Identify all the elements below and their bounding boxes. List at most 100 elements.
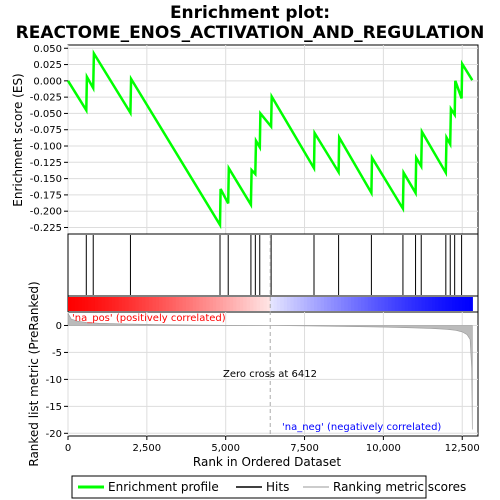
color-band-segment [132,297,136,311]
color-band-segment [287,297,291,311]
color-band-segment [121,297,126,311]
legend: Enrichment profile Hits Ranking metric s… [71,475,466,499]
color-band-segment [115,297,120,311]
color-band-segment [182,297,187,311]
color-band-segment [374,297,379,311]
color-band-segment [84,297,89,311]
color-band-segment [94,297,99,311]
color-band-segment [118,297,123,311]
color-band-segment [226,297,231,311]
es-tick-label: -0.075 [30,125,62,136]
x-tick-label: 7,500 [290,443,319,454]
es-tick-label: 0.000 [33,76,62,87]
es-tick-label: -0.175 [30,190,62,201]
color-band-segment [404,297,409,311]
color-band-segment [189,297,194,311]
color-band-segment [411,297,416,311]
color-band-segment [158,297,163,311]
color-band-segment [196,297,201,311]
es-y-axis-label: Enrichment score (ES) [11,73,25,206]
color-band-segment [394,297,399,311]
color-band-segment [165,297,170,311]
color-band-segment [202,297,207,311]
color-band-segment [297,297,302,311]
es-tick-label: -0.225 [30,223,62,234]
color-band-segments [68,297,473,311]
color-band-segment [364,297,369,311]
color-band-segment [246,297,251,311]
color-band-segment [431,297,436,311]
color-band-segment [280,297,285,311]
color-band-segment [243,297,248,311]
color-band-segment [148,297,153,311]
color-band-segment [111,297,116,311]
color-band-segment [169,297,174,311]
color-band-segment [108,297,113,311]
es-tick-label: -0.100 [30,142,62,153]
color-band-segment [327,297,332,311]
color-band-segment [340,297,345,311]
es-tick-label: -0.025 [30,93,62,104]
color-band-segment [458,297,463,311]
neg-correlated-label: 'na_neg' (negatively correlated) [282,422,441,433]
hit-marks [85,235,463,295]
color-band-segment [98,297,103,311]
color-band-segment [249,297,254,311]
color-band-segment [155,297,160,311]
color-band-segment [354,297,359,311]
color-band-segment [128,297,133,311]
color-band-segment [462,297,467,311]
es-grid [67,45,478,234]
color-band-segment [162,297,167,311]
x-tick-label: 5,000 [211,443,240,454]
ranking-metric-area [67,312,473,430]
color-band-segment [468,297,473,311]
color-band-segment [300,297,305,311]
color-band-segment [145,297,150,311]
color-band-segment [219,297,224,311]
hits-panel [67,233,479,297]
color-band-segment [81,297,86,311]
color-band-segment [233,297,238,311]
color-band-segment [324,297,329,311]
color-band-segment [445,297,450,311]
color-band-segment [357,297,362,311]
color-band-segment [320,297,325,311]
color-band-segment [330,297,335,311]
color-band-segment [71,297,76,311]
color-band-segment [212,297,217,311]
color-band-segment [391,297,396,311]
x-axis-ticks: 0 2,500 5,000 7,500 10,000 12,500 [65,436,480,454]
metric-tick-label: 0 [56,321,62,332]
color-band-segment [172,297,177,311]
es-y-ticks: 0.050 0.025 0.000 -0.025 -0.050 -0.075 -0.100 -… [30,44,68,234]
enrichment-profile-line [66,49,474,230]
color-band-segment [105,297,110,311]
color-band-segment [152,297,157,311]
es-tick-label: 0.025 [33,60,62,71]
metric-panel: 0 -5 -10 -15 -20 'na_pos' (positively correl… [46,234,479,440]
color-band-segment [377,297,382,311]
color-band-segment [448,297,453,311]
color-band-segment [452,297,457,311]
metric-y-ticks: 0 -5 -10 -15 -20 [46,321,68,440]
x-tick-label: 10,000 [366,443,401,454]
x-tick-label: 12,500 [445,443,480,454]
color-band-segment [263,297,268,311]
x-tick-label: 0 [65,443,71,454]
legend-ranking-label: Ranking metric scores [333,480,466,494]
es-tick-label: 0.050 [33,44,62,55]
color-band-segment [401,297,406,311]
color-band-segment [425,297,430,311]
color-band-segment [388,297,393,311]
color-band-segment [260,297,265,311]
color-band-segment [142,297,147,311]
color-band-segment [88,297,93,311]
color-band-segment [351,297,355,311]
es-panel-frame [67,44,479,235]
metric-tick-label: -15 [46,402,62,413]
color-band-segment [253,297,258,311]
rank-color-band [67,295,479,313]
color-band-segment [398,297,403,311]
color-band-segment [216,297,221,311]
